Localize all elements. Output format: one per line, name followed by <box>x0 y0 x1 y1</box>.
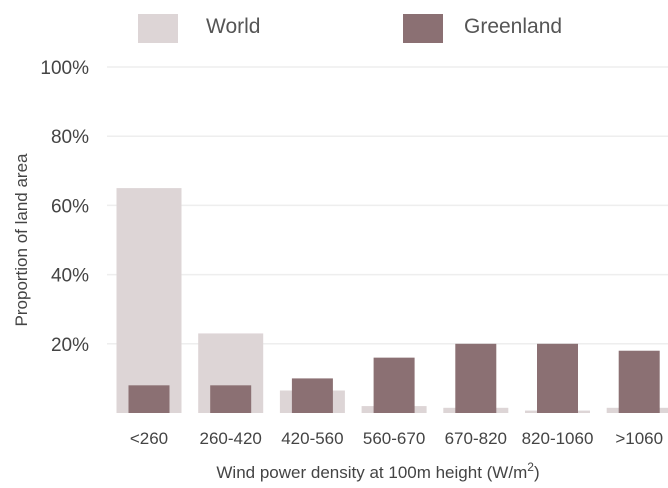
y-tick-label-3: 80% <box>51 127 89 148</box>
legend-swatch-world <box>138 14 178 43</box>
y-tick-label-4: 100% <box>40 58 89 79</box>
x-axis-title-main: Wind power density at 100m height (W/m <box>216 463 527 482</box>
bar-greenland-1 <box>210 385 252 413</box>
x-axis-title-end: ) <box>534 463 540 482</box>
bar-greenland-2 <box>291 378 333 413</box>
bar-greenland-4 <box>455 343 497 413</box>
x-tick-label-5: 820-1060 <box>522 429 594 448</box>
y-axis-ticks: 20% 40% 60% 80% 100% <box>40 58 89 356</box>
bar-greenland-3 <box>373 357 415 413</box>
x-tick-label-4: 670-820 <box>445 429 507 448</box>
x-tick-label-2: 420-560 <box>281 429 343 448</box>
y-tick-label-2: 60% <box>51 196 89 217</box>
y-tick-label-0: 20% <box>51 335 89 356</box>
gridlines <box>107 66 668 345</box>
bar-world-0 <box>116 188 182 413</box>
legend-swatch-greenland <box>403 14 443 43</box>
greenland-bars <box>128 343 660 413</box>
x-tick-label-0: <260 <box>130 429 168 448</box>
legend-label-greenland: Greenland <box>464 15 562 38</box>
x-tick-label-3: 560-670 <box>363 429 425 448</box>
bar-greenland-5 <box>537 343 578 413</box>
legend: World Greenland <box>138 14 562 43</box>
x-axis-title: Wind power density at 100m height (W/m2) <box>216 460 539 482</box>
legend-label-world: World <box>206 15 260 38</box>
x-axis-title-superscript: 2 <box>527 460 534 474</box>
bar-greenland-6 <box>618 350 660 413</box>
y-axis-title: Proportion of land area <box>12 153 31 326</box>
bar-greenland-0 <box>128 385 170 413</box>
x-tick-label-1: 260-420 <box>200 429 262 448</box>
x-axis-ticks: <260 260-420 420-560 560-670 670-820 820-1060… <box>130 429 663 448</box>
y-tick-label-1: 40% <box>51 266 89 287</box>
x-tick-label-6: >1060 <box>615 429 663 448</box>
